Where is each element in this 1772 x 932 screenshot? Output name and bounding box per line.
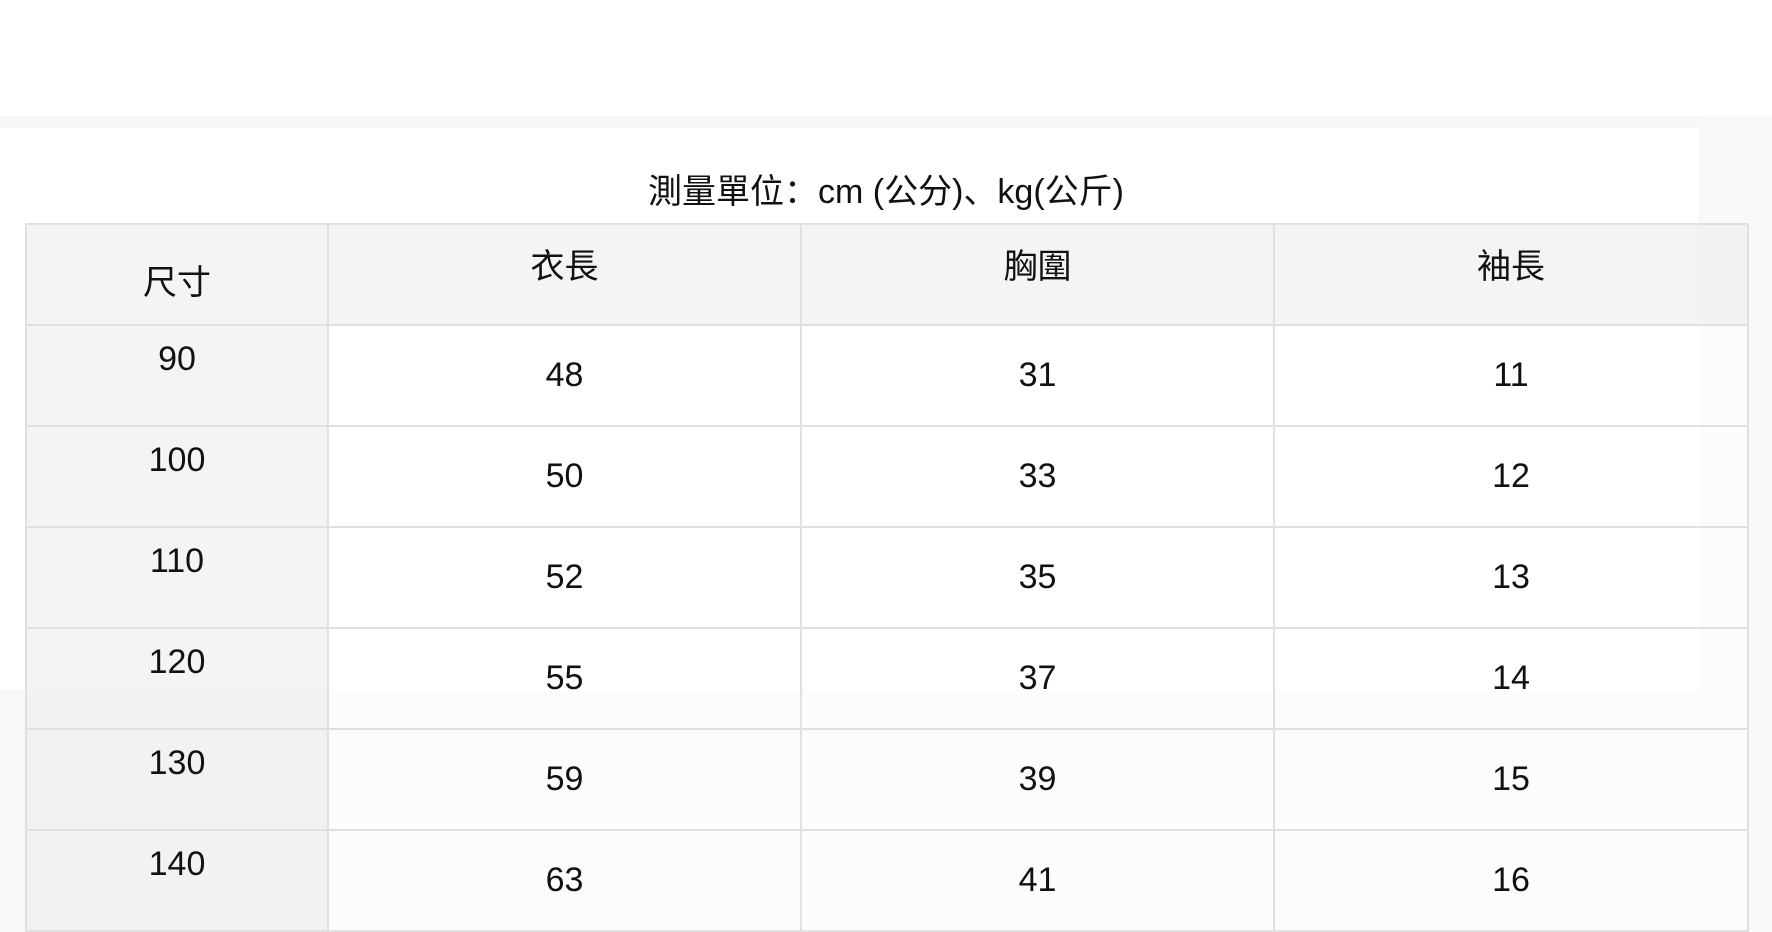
measurement-cell: 41: [800, 829, 1275, 932]
table-row: 140 63 41 16: [25, 829, 1749, 932]
measurement-cell: 14: [1273, 627, 1749, 730]
size-cell: 90: [25, 324, 329, 427]
measurement-cell: 33: [800, 425, 1275, 528]
measurement-cell: 39: [800, 728, 1275, 831]
table-row: 90 48 31 11: [25, 324, 1749, 427]
measurement-cell: 35: [800, 526, 1275, 629]
size-cell: 130: [25, 728, 329, 831]
measurement-cell: 55: [327, 627, 802, 730]
column-header: 尺寸: [25, 223, 329, 326]
page-top: [0, 0, 1772, 116]
measurement-cell: 12: [1273, 425, 1749, 528]
measurement-cell: 59: [327, 728, 802, 831]
measurement-cell: 52: [327, 526, 802, 629]
size-cell: 110: [25, 526, 329, 629]
table-row: 100 50 33 12: [25, 425, 1749, 528]
measurement-cell: 13: [1273, 526, 1749, 629]
measurement-cell: 15: [1273, 728, 1749, 831]
divider-band: [0, 116, 1699, 128]
measurement-cell: 11: [1273, 324, 1749, 427]
measurement-cell: 31: [800, 324, 1275, 427]
column-header: 胸圍: [800, 223, 1275, 326]
size-cell: 140: [25, 829, 329, 932]
table-header-row: 尺寸 衣長 胸圍 袖長: [25, 223, 1749, 326]
table-row: 130 59 39 15: [25, 728, 1749, 831]
measurement-unit-caption: 測量單位：cm (公分)、kg(公斤): [648, 173, 1124, 211]
column-header: 衣長: [327, 223, 802, 326]
measurement-cell: 16: [1273, 829, 1749, 932]
measurement-cell: 63: [327, 829, 802, 932]
measurement-cell: 37: [800, 627, 1275, 730]
size-cell: 120: [25, 627, 329, 730]
size-chart-table: 尺寸 衣長 胸圍 袖長 90 48 31 11 100 50 33 12 110 52 35 13 120 55…: [25, 223, 1749, 932]
measurement-cell: 50: [327, 425, 802, 528]
size-cell: 100: [25, 425, 329, 528]
table-row: 120 55 37 14: [25, 627, 1749, 730]
column-header: 袖長: [1273, 223, 1749, 326]
table-row: 110 52 35 13: [25, 526, 1749, 629]
measurement-cell: 48: [327, 324, 802, 427]
